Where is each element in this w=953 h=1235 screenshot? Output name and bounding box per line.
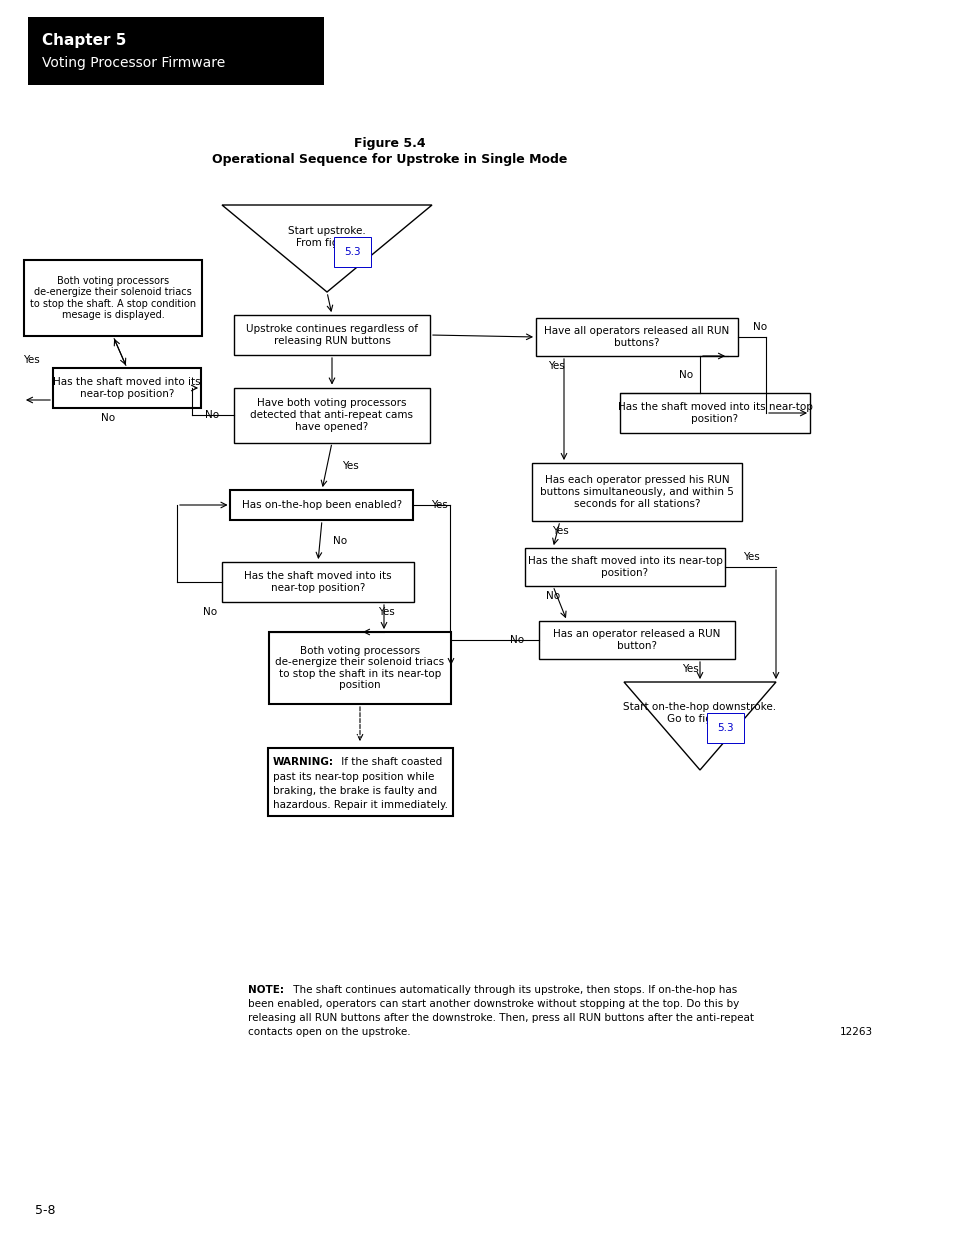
- Bar: [538, 621, 734, 659]
- Text: Yes: Yes: [742, 552, 759, 562]
- Text: The shaft continues automatically through its upstroke, then stops. If on-the-ho: The shaft continues automatically throug…: [290, 986, 737, 995]
- Text: No: No: [510, 635, 523, 645]
- Bar: [269, 632, 451, 704]
- Text: Yes: Yes: [680, 664, 698, 674]
- Text: 5.3: 5.3: [344, 247, 360, 257]
- Text: Have all operators released all RUN
buttons?: Have all operators released all RUN butt…: [544, 326, 729, 348]
- Bar: [536, 317, 738, 356]
- Text: 12263: 12263: [840, 1028, 872, 1037]
- Text: If the shaft coasted: If the shaft coasted: [337, 757, 442, 767]
- Bar: [222, 562, 414, 601]
- Bar: [233, 315, 430, 354]
- Bar: [268, 748, 453, 816]
- Bar: [619, 393, 809, 433]
- Text: Figure 5.4: Figure 5.4: [354, 137, 425, 149]
- Text: Yes: Yes: [341, 461, 358, 472]
- Text: Has the shaft moved into its
near-top position?: Has the shaft moved into its near-top po…: [53, 377, 200, 399]
- Text: Yes: Yes: [431, 500, 448, 510]
- Text: Has an operator released a RUN
button?: Has an operator released a RUN button?: [553, 629, 720, 651]
- Text: NOTE:: NOTE:: [248, 986, 284, 995]
- Text: Has the shaft moved into its near-top
position?: Has the shaft moved into its near-top po…: [617, 403, 812, 424]
- Bar: [532, 463, 741, 521]
- Bar: [524, 548, 724, 585]
- Text: No: No: [101, 412, 115, 424]
- Text: WARNING:: WARNING:: [273, 757, 334, 767]
- Text: Has the shaft moved into its near-top
position?: Has the shaft moved into its near-top po…: [527, 556, 721, 578]
- Text: Have both voting processors
detected that anti-repeat cams
have opened?: Have both voting processors detected tha…: [251, 399, 413, 431]
- Text: Operational Sequence for Upstroke in Single Mode: Operational Sequence for Upstroke in Sin…: [213, 153, 567, 167]
- Text: 5.3: 5.3: [717, 722, 733, 734]
- Text: Has each operator pressed his RUN
buttons simultaneously, and within 5
seconds f: Has each operator pressed his RUN button…: [539, 475, 733, 509]
- Text: Has on-the-hop been enabled?: Has on-the-hop been enabled?: [242, 500, 401, 510]
- Text: Yes: Yes: [377, 606, 394, 618]
- Bar: [28, 17, 324, 85]
- Text: 5-8: 5-8: [35, 1203, 55, 1216]
- Text: No: No: [679, 369, 692, 379]
- Text: No: No: [203, 606, 217, 618]
- Text: No: No: [545, 592, 559, 601]
- Bar: [24, 261, 202, 336]
- Text: Both voting processors
de-energize their solenoid triacs
to stop the shaft. A st: Both voting processors de-energize their…: [30, 275, 196, 320]
- Bar: [231, 490, 413, 520]
- Text: Start upstroke.
From figure: Start upstroke. From figure: [288, 226, 366, 248]
- Text: been enabled, operators can start another downstroke without stopping at the top: been enabled, operators can start anothe…: [248, 999, 739, 1009]
- Text: No: No: [205, 410, 219, 420]
- Text: braking, the brake is faulty and: braking, the brake is faulty and: [273, 785, 436, 797]
- Text: Start on-the-hop downstroke.
Go to figure: Start on-the-hop downstroke. Go to figur…: [622, 703, 776, 724]
- Text: releasing all RUN buttons after the downstroke. Then, press all RUN buttons afte: releasing all RUN buttons after the down…: [248, 1013, 753, 1023]
- Text: Upstroke continues regardless of
releasing RUN buttons: Upstroke continues regardless of releasi…: [246, 325, 417, 346]
- Text: Yes: Yes: [551, 526, 568, 536]
- Text: hazardous. Repair it immediately.: hazardous. Repair it immediately.: [273, 800, 448, 810]
- Text: past its near-top position while: past its near-top position while: [273, 772, 434, 782]
- Text: contacts open on the upstroke.: contacts open on the upstroke.: [248, 1028, 410, 1037]
- Text: Chapter 5: Chapter 5: [42, 32, 126, 47]
- Bar: [53, 368, 201, 408]
- Text: Both voting processors
de-energize their solenoid triacs
to stop the shaft in it: Both voting processors de-energize their…: [275, 646, 444, 690]
- Text: No: No: [752, 322, 766, 332]
- Bar: [233, 388, 430, 442]
- Text: Voting Processor Firmware: Voting Processor Firmware: [42, 56, 225, 70]
- Text: Yes: Yes: [23, 354, 39, 366]
- Text: No: No: [333, 536, 347, 546]
- Text: Has the shaft moved into its
near-top position?: Has the shaft moved into its near-top po…: [244, 572, 392, 593]
- Text: Yes: Yes: [547, 361, 564, 370]
